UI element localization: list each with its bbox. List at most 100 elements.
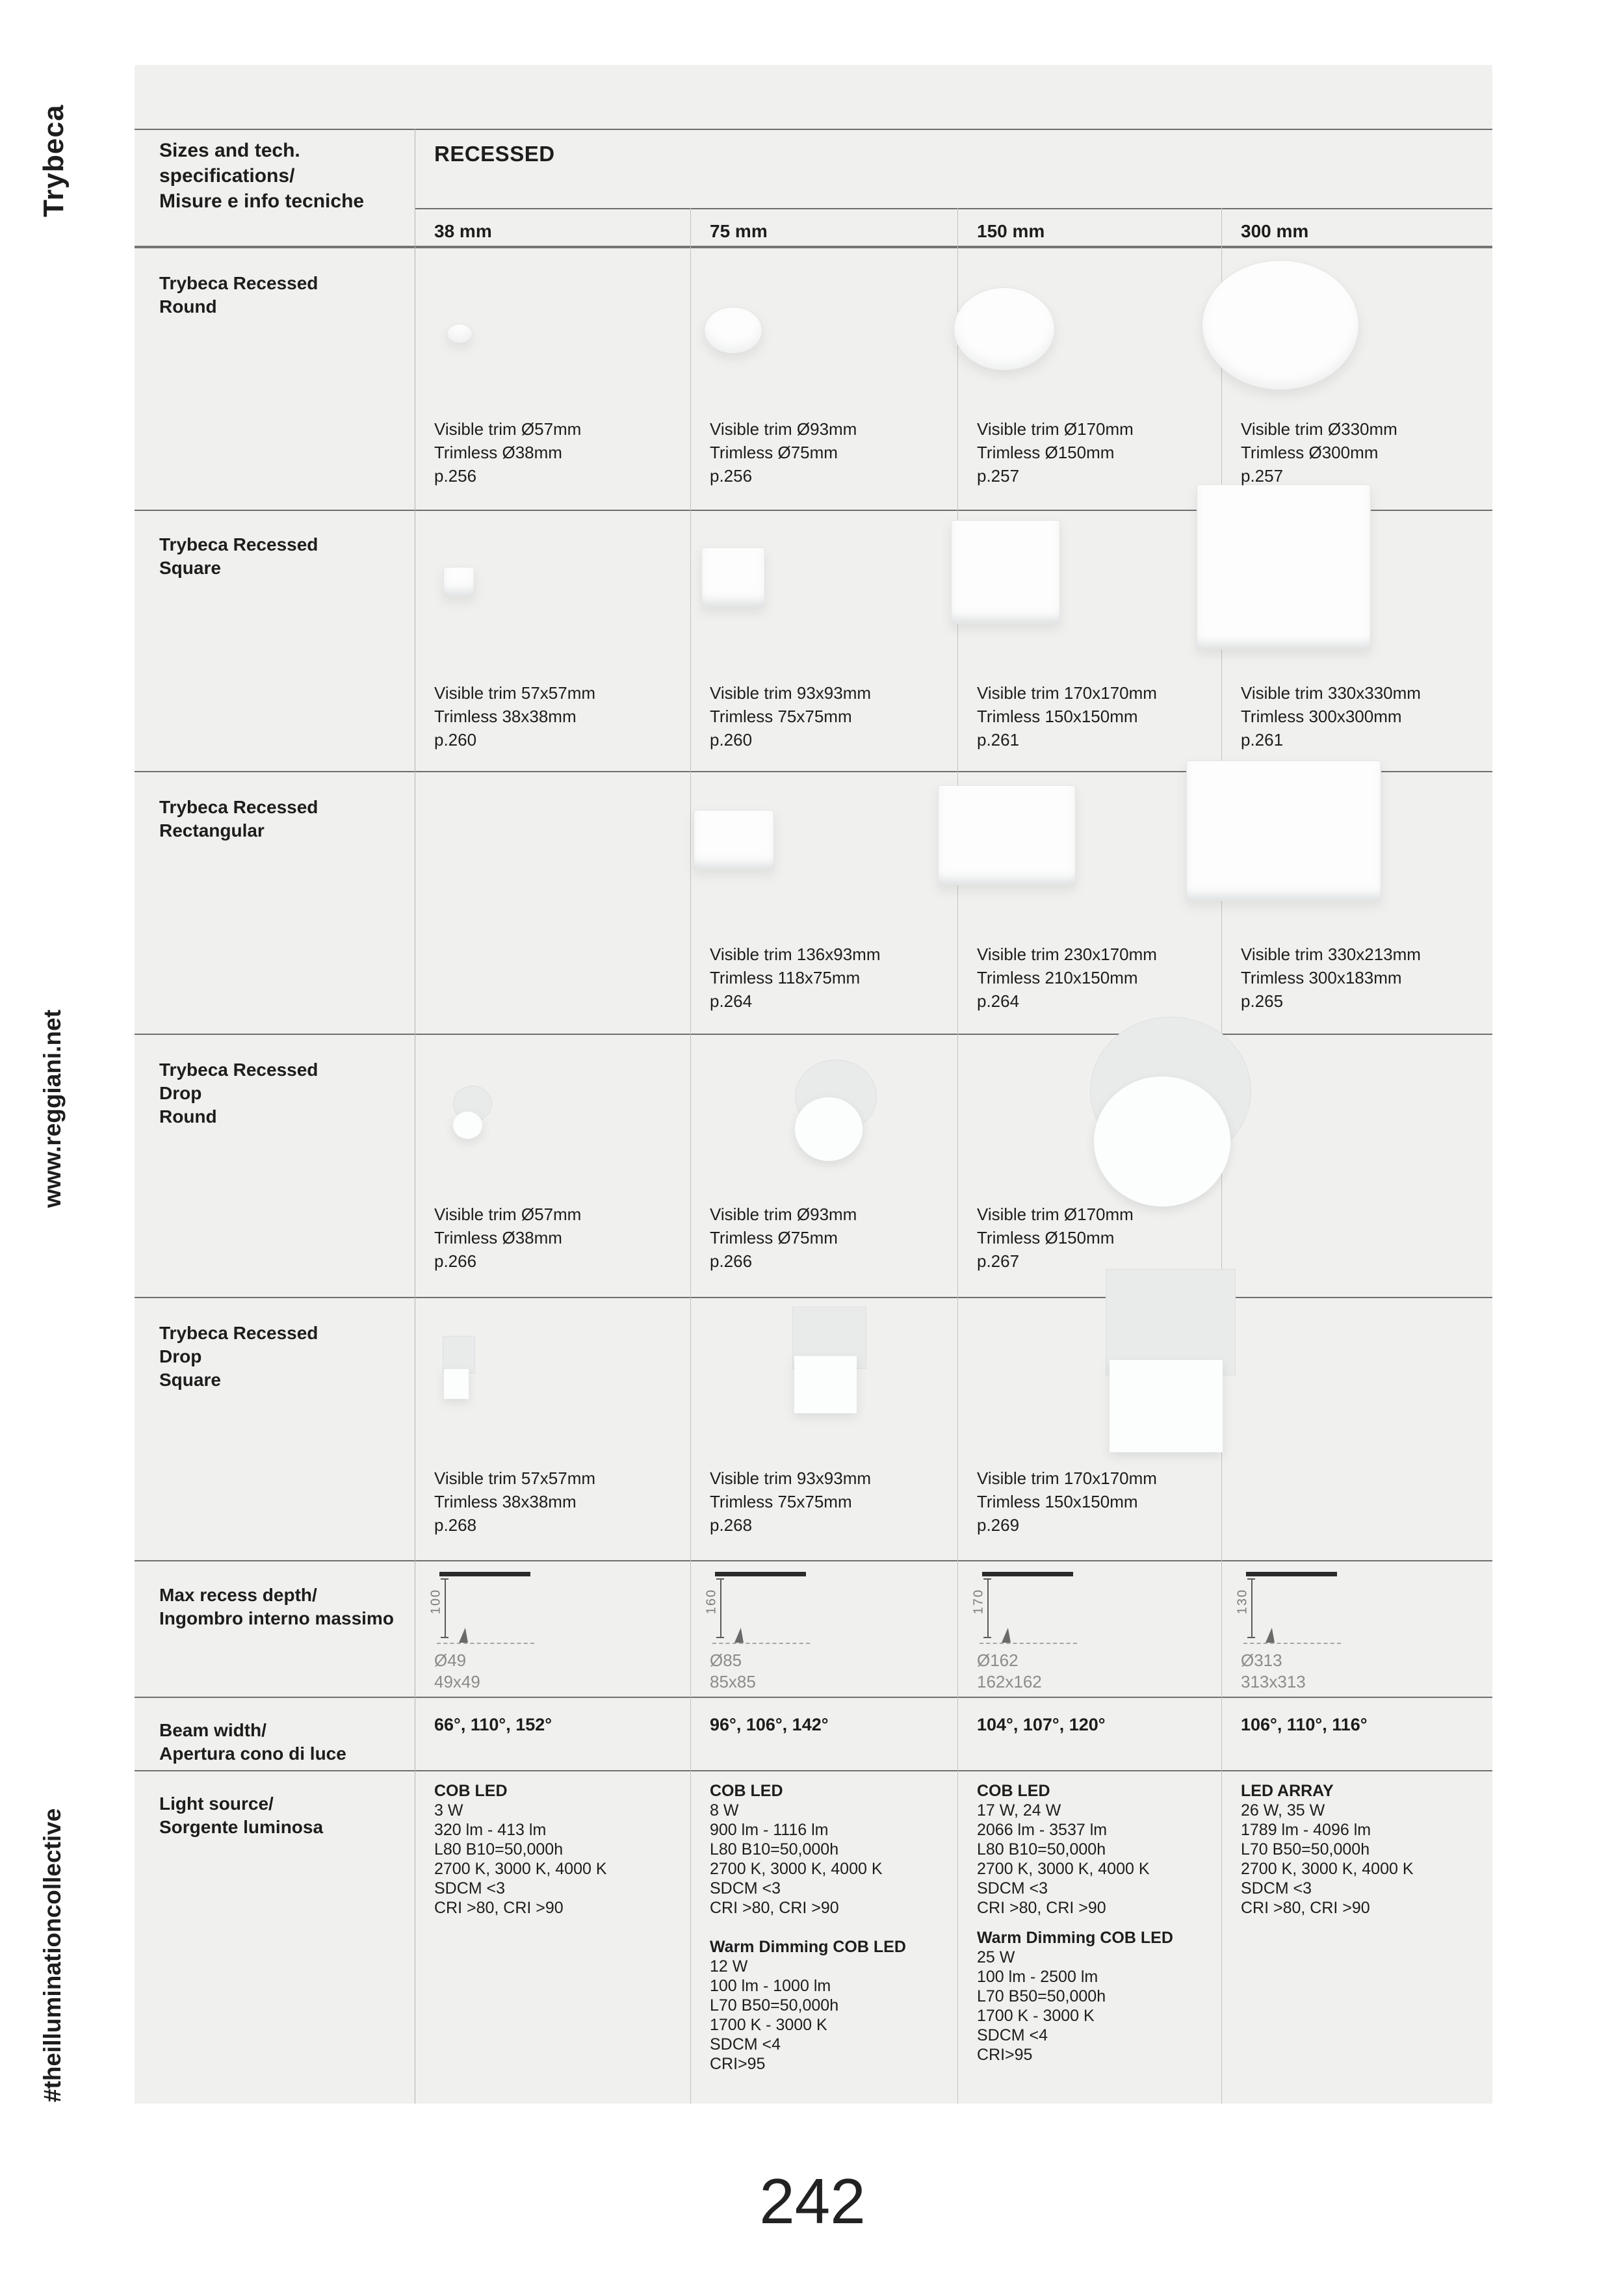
spec-page-ref: p.257: [977, 466, 1020, 486]
recess-diagram-ceiling-300mm: [1246, 1572, 1337, 1576]
row-label-line: Square: [159, 558, 221, 578]
spec-page-ref: p.269: [977, 1515, 1020, 1535]
recess-depth-value-150mm: 170: [971, 1588, 986, 1615]
spec-drop-square-150mm: Visible trim 170x170mm Trimless 150x150m…: [977, 1467, 1157, 1537]
row-label-line: Square: [159, 1370, 221, 1390]
render-drop-square-38mm-face: [444, 1369, 469, 1399]
row-label-line: Sorgente luminosa: [159, 1817, 324, 1837]
row-divider: [135, 1697, 1492, 1698]
row-label-line: Rectangular: [159, 820, 265, 841]
column-separator: [690, 208, 691, 2104]
recess-diagram-pointer: [1266, 1628, 1275, 1643]
render-rectangular-150mm: [938, 785, 1076, 885]
light-source-line: 8 W: [710, 1801, 739, 1820]
row-divider: [135, 1560, 1492, 1561]
spec-page-ref: p.268: [710, 1515, 753, 1535]
recess-size-values-150mm: Ø162 162x162: [977, 1650, 1042, 1693]
column-separator: [957, 208, 958, 2104]
spec-line: Trimless 210x150mm: [977, 968, 1138, 987]
light-source-type: Warm Dimming COB LED: [710, 1938, 906, 1956]
light-source-line: 12 W: [710, 1957, 748, 1976]
spec-line: Visible trim 57x57mm: [434, 1468, 596, 1488]
row-label-line: Max recess depth/: [159, 1585, 317, 1605]
row-label-recessed-square: Trybeca Recessed Square: [159, 533, 318, 580]
beam-width-75mm: 96°, 106°, 142°: [710, 1715, 829, 1734]
spec-round-150mm: Visible trim Ø170mm Trimless Ø150mm p.25…: [977, 417, 1134, 488]
spec-line: Trimless 75x75mm: [710, 1492, 852, 1511]
light-source-line: L70 B50=50,000h: [977, 1987, 1106, 2005]
recess-diameter: Ø85: [710, 1650, 742, 1670]
render-drop-square-75mm-face: [794, 1356, 857, 1413]
spec-page-ref: p.261: [977, 730, 1020, 750]
spec-drop-square-75mm: Visible trim 93x93mm Trimless 75x75mm p.…: [710, 1467, 871, 1537]
spec-line: Visible trim 330x330mm: [1241, 683, 1421, 703]
column-header-75mm: 75 mm: [710, 221, 768, 241]
light-source-type: COB LED: [977, 1782, 1050, 1800]
row-label-line: Trybeca Recessed: [159, 534, 318, 554]
light-source-line: CRI >80, CRI >90: [710, 1899, 839, 1917]
light-source-line: 17 W, 24 W: [977, 1801, 1061, 1820]
light-source-300mm: LED ARRAY 26 W, 35 W 1789 lm - 4096 lm L…: [1241, 1781, 1414, 1918]
spec-line: Trimless 150x150mm: [977, 707, 1138, 726]
spec-page-ref: p.266: [710, 1251, 753, 1271]
row-label-recessed-round: Trybeca Recessed Round: [159, 272, 318, 319]
row-label-line: Trybeca Recessed: [159, 1060, 318, 1080]
recess-depth-value-38mm: 100: [428, 1588, 443, 1615]
render-square-150mm: [951, 520, 1060, 624]
light-source-line: L70 B50=50,000h: [710, 1996, 839, 2015]
spec-page-ref: p.264: [710, 991, 753, 1011]
row-label-line: Trybeca Recessed: [159, 1323, 318, 1343]
row-label-recessed-rectangular: Trybeca Recessed Rectangular: [159, 796, 318, 842]
column-header-300mm: 300 mm: [1241, 221, 1309, 241]
row-divider: [135, 1034, 1492, 1035]
render-round-150mm: [954, 287, 1055, 371]
spec-line: Trimless Ø150mm: [977, 1228, 1115, 1247]
spec-line: Trimless 300x300mm: [1241, 707, 1402, 726]
render-round-75mm: [704, 307, 762, 354]
recess-diagram-ceiling-150mm: [982, 1572, 1073, 1576]
spec-line: Trimless 150x150mm: [977, 1492, 1138, 1511]
light-source-line: 2700 K, 3000 K, 4000 K: [1241, 1860, 1414, 1878]
spec-line: Visible trim Ø57mm: [434, 1205, 582, 1224]
recess-diagram-tick: [716, 1637, 724, 1638]
row-divider: [135, 1770, 1492, 1771]
recess-diagram-tick: [1247, 1578, 1255, 1580]
spec-page-ref: p.256: [710, 466, 753, 486]
render-rectangular-75mm: [694, 810, 774, 870]
spec-line: Visible trim 93x93mm: [710, 683, 872, 703]
row-label-drop-round: Trybeca Recessed Drop Round: [159, 1058, 318, 1128]
spec-line: Trimless Ø38mm: [434, 443, 562, 462]
light-source-line: 320 lm - 413 lm: [434, 1821, 547, 1839]
spec-rectangular-300mm: Visible trim 330x213mm Trimless 300x183m…: [1241, 943, 1421, 1013]
spec-rectangular-75mm: Visible trim 136x93mm Trimless 118x75mm …: [710, 943, 881, 1013]
spec-line: Trimless 300x183mm: [1241, 968, 1402, 987]
recess-diameter: Ø313: [1241, 1650, 1282, 1670]
light-source-line: 900 lm - 1116 lm: [710, 1821, 829, 1839]
spec-line: Visible trim Ø93mm: [710, 1205, 857, 1224]
spec-square-38mm: Visible trim 57x57mm Trimless 38x38mm p.…: [434, 681, 595, 751]
recess-diagram-baseline: [980, 1643, 1077, 1644]
beam-width-150mm: 104°, 107°, 120°: [977, 1715, 1106, 1734]
light-source-type: Warm Dimming COB LED: [977, 1929, 1173, 1947]
light-source-line: 26 W, 35 W: [1241, 1801, 1325, 1820]
light-source-line: L80 B10=50,000h: [434, 1840, 564, 1859]
column-header-38mm: 38 mm: [434, 221, 492, 241]
row-label-line: Round: [159, 1106, 217, 1127]
beam-width-300mm: 106°, 110°, 116°: [1241, 1715, 1368, 1734]
light-source-line: 25 W: [977, 1948, 1015, 1966]
spec-line: Trimless Ø300mm: [1241, 443, 1379, 462]
recess-square-size: 49x49: [434, 1672, 480, 1691]
table-title: Sizes and tech. specifications/ Misure e…: [159, 138, 364, 214]
header-divider: [135, 246, 1492, 248]
light-source-line: SDCM <4: [977, 2026, 1048, 2044]
section-heading: RECESSED: [434, 142, 555, 166]
recess-size-values-38mm: Ø49 49x49: [434, 1650, 480, 1693]
light-source-line: 1700 K - 3000 K: [977, 2007, 1095, 2025]
recess-diagram-pointer: [734, 1628, 744, 1643]
light-source-150mm: COB LED 17 W, 24 W 2066 lm - 3537 lm L80…: [977, 1781, 1173, 2065]
header-underline: [415, 208, 1492, 209]
light-source-line: CRI>95: [710, 2055, 766, 2073]
light-source-type: COB LED: [434, 1782, 508, 1800]
recess-diagram-baseline: [1243, 1643, 1341, 1644]
